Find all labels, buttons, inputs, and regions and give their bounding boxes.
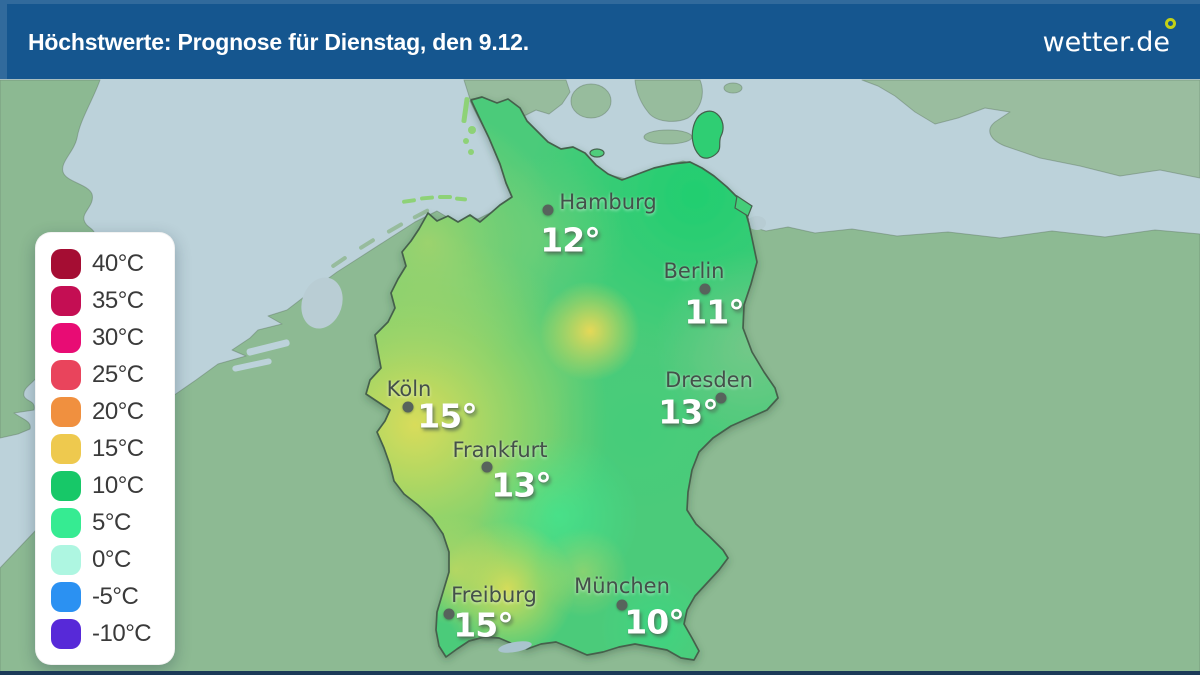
legend-item: 5°C	[51, 508, 174, 538]
stettin-lagoon	[748, 216, 766, 230]
temp-swatch	[51, 323, 81, 353]
city-dot	[715, 392, 727, 404]
legend-item: -10°C	[51, 619, 174, 649]
legend-item: 25°C	[51, 360, 174, 390]
city-temp: 11°	[684, 292, 744, 332]
legend-item: 0°C	[51, 545, 174, 575]
legend-label: -10°C	[92, 620, 152, 647]
bottom-bar	[0, 671, 1200, 675]
legend-item: 30°C	[51, 323, 174, 353]
legend-label: -5°C	[92, 583, 139, 610]
brand-logo: wetter.de	[1042, 18, 1176, 58]
frisian-islands	[402, 97, 476, 204]
usedom-island	[734, 194, 753, 217]
legend-label: 30°C	[92, 324, 144, 351]
denmark-island	[634, 79, 703, 122]
sweden-land	[861, 79, 1200, 179]
ruegen-island	[691, 110, 724, 159]
legend-label: 25°C	[92, 361, 144, 388]
temp-swatch	[51, 545, 81, 575]
legend-item: -5°C	[51, 582, 174, 612]
city-dot	[402, 401, 414, 413]
brand-text: wetter.de	[1042, 27, 1170, 58]
city-name: Dresden	[665, 368, 753, 392]
city-temp: 15°	[453, 605, 513, 645]
sea-inlet	[246, 339, 290, 356]
temp-swatch	[51, 249, 81, 279]
legend-label: 0°C	[92, 546, 131, 573]
page-title: Höchstwerte: Prognose für Dienstag, den …	[28, 29, 529, 55]
city-name: Berlin	[663, 259, 725, 283]
legend-label: 10°C	[92, 472, 144, 499]
city-name: München	[574, 574, 670, 598]
city-dot	[481, 461, 493, 473]
temp-swatch	[51, 582, 81, 612]
city-dot	[616, 599, 628, 611]
city-temp: 13°	[658, 392, 718, 432]
temp-swatch	[51, 471, 81, 501]
city-temp: 10°	[624, 602, 684, 642]
ijsselmeer-lake	[301, 277, 343, 329]
legend-item: 35°C	[51, 286, 174, 316]
temp-swatch	[51, 434, 81, 464]
legend-label: 20°C	[92, 398, 144, 425]
city-dot	[443, 608, 455, 620]
city-name: Freiburg	[451, 583, 537, 607]
header-bar: Höchstwerte: Prognose für Dienstag, den …	[0, 0, 1200, 79]
legend-item: 15°C	[51, 434, 174, 464]
city-dot	[699, 283, 711, 295]
temp-swatch	[51, 286, 81, 316]
legend-item: 40°C	[51, 249, 174, 279]
temp-swatch	[51, 508, 81, 538]
brand-ring-icon	[1165, 18, 1176, 29]
legend-label: 15°C	[92, 435, 144, 462]
city-name: Köln	[386, 377, 432, 401]
temp-swatch	[51, 397, 81, 427]
bodensee-lake	[498, 641, 532, 653]
denmark-island	[570, 83, 612, 119]
city-temp: 12°	[540, 220, 600, 260]
denmark-island	[643, 129, 693, 145]
wadden-islands	[331, 208, 430, 268]
sea-inlet	[232, 358, 272, 372]
legend-label: 5°C	[92, 509, 131, 536]
legend-item: 20°C	[51, 397, 174, 427]
city-name: Frankfurt	[452, 438, 548, 462]
city-temp: 15°	[417, 396, 477, 436]
city-name: Hamburg	[559, 190, 657, 214]
legend-item: 10°C	[51, 471, 174, 501]
temperature-legend: 40°C 35°C 30°C 25°C 20°C 15°C 10°C 5°C 0…	[35, 232, 175, 665]
temp-swatch	[51, 619, 81, 649]
denmark-island	[723, 82, 743, 94]
temp-swatch	[51, 360, 81, 390]
city-temp: 13°	[491, 465, 551, 505]
legend-label: 40°C	[92, 250, 144, 277]
fehmarn-island	[589, 148, 605, 158]
city-dot	[542, 204, 554, 216]
legend-label: 35°C	[92, 287, 144, 314]
